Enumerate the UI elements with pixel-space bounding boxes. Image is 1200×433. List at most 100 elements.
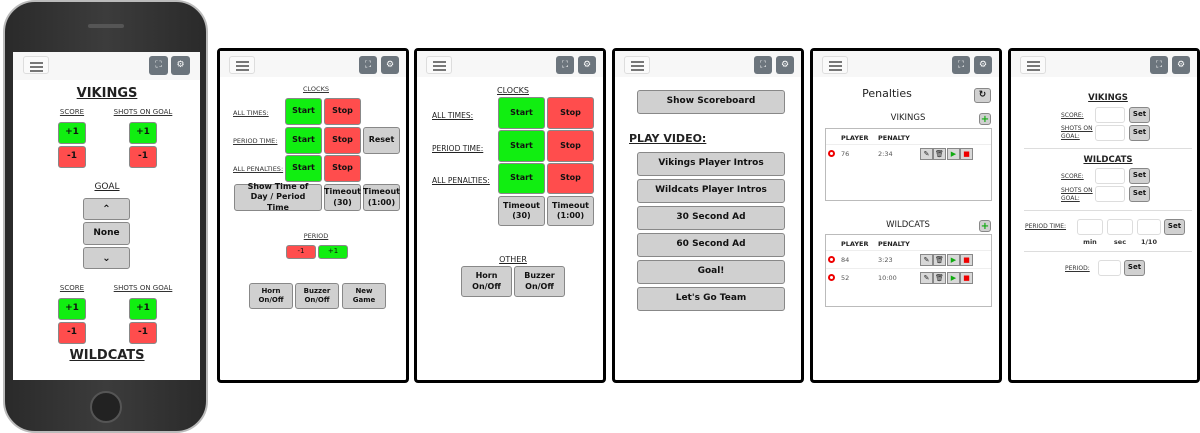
video-button-vikings-intros[interactable]: Vikings Player Intros <box>637 152 785 176</box>
new-game-button[interactable]: New Game <box>342 283 386 309</box>
period-start-button[interactable]: Start <box>285 127 322 154</box>
timeout-30-button[interactable]: Timeout (30) <box>324 184 361 211</box>
period-time-set-button[interactable]: Set <box>1164 219 1185 235</box>
penalties-stop-button[interactable]: Stop <box>324 155 361 182</box>
tenths-input[interactable] <box>1137 219 1161 235</box>
edit-icon[interactable]: ✎ <box>920 272 933 284</box>
timeout-100-button[interactable]: Timeout (1:00) <box>363 184 400 211</box>
stop-icon[interactable]: ■ <box>960 148 973 160</box>
add-penalty-wildcats-button[interactable]: + <box>979 220 991 232</box>
away-score-input[interactable] <box>1095 168 1125 184</box>
period-stop-button[interactable]: Stop <box>324 127 361 154</box>
play-icon[interactable]: ▶ <box>947 254 960 266</box>
period-reset-button[interactable]: Reset <box>363 127 400 154</box>
horn-button[interactable]: Horn On/Off <box>249 283 293 309</box>
period-start-button[interactable]: Start <box>498 130 545 162</box>
hamburger-icon[interactable] <box>624 56 650 74</box>
away-shots-set-button[interactable]: Set <box>1129 186 1150 202</box>
video-button-30s-ad[interactable]: 30 Second Ad <box>637 206 785 230</box>
fullscreen-icon[interactable]: ⛶ <box>359 56 377 74</box>
minutes-input[interactable] <box>1077 219 1103 235</box>
seconds-input[interactable] <box>1107 219 1133 235</box>
gear-icon[interactable]: ⚙ <box>1172 56 1190 74</box>
away-shots-plus-button[interactable]: +1 <box>129 298 157 320</box>
show-scoreboard-button[interactable]: Show Scoreboard <box>637 90 785 114</box>
trash-icon[interactable]: 🗑 <box>933 148 946 160</box>
home-score-minus-button[interactable]: -1 <box>58 146 86 168</box>
fullscreen-icon[interactable]: ⛶ <box>1150 56 1168 74</box>
hamburger-icon[interactable] <box>426 56 452 74</box>
stop-icon[interactable]: ■ <box>960 254 973 266</box>
fullscreen-icon[interactable]: ⛶ <box>952 56 970 74</box>
video-button-lets-go-team[interactable]: Let's Go Team <box>637 287 785 311</box>
gear-icon[interactable]: ⚙ <box>381 56 399 74</box>
col-player: PLAYER <box>841 240 869 248</box>
buzzer-button[interactable]: Buzzer On/Off <box>295 283 339 309</box>
away-score-plus-button[interactable]: +1 <box>58 298 86 320</box>
home-score-input[interactable] <box>1095 107 1125 123</box>
away-score-set-button[interactable]: Set <box>1129 168 1150 184</box>
play-icon[interactable]: ▶ <box>947 272 960 284</box>
home-shots-set-button[interactable]: Set <box>1129 125 1150 141</box>
all-times-stop-button[interactable]: Stop <box>324 98 361 125</box>
all-times-start-button[interactable]: Start <box>498 97 545 129</box>
hamburger-icon[interactable] <box>822 56 848 74</box>
player-number: 76 <box>841 150 850 158</box>
fullscreen-icon[interactable]: ⛶ <box>149 56 168 75</box>
goal-down-button[interactable]: ⌄ <box>83 247 130 269</box>
hamburger-icon[interactable] <box>1020 56 1046 74</box>
home-score-set-button[interactable]: Set <box>1129 107 1150 123</box>
trash-icon[interactable]: 🗑 <box>933 254 946 266</box>
add-penalty-vikings-button[interactable]: + <box>979 113 991 125</box>
show-time-button[interactable]: Show Time of Day / Period Time <box>234 182 322 212</box>
video-button-60s-ad[interactable]: 60 Second Ad <box>637 233 785 257</box>
stop-icon[interactable]: ■ <box>960 272 973 284</box>
play-icon[interactable]: ▶ <box>947 148 960 160</box>
period-input[interactable] <box>1098 260 1121 276</box>
fullscreen-icon[interactable]: ⛶ <box>556 56 574 74</box>
trash-icon[interactable]: 🗑 <box>933 272 946 284</box>
period-minus-button[interactable]: -1 <box>286 245 316 259</box>
gear-icon[interactable]: ⚙ <box>974 56 992 74</box>
goal-value[interactable]: None <box>83 222 130 245</box>
table-row: 52 10:00 ✎ 🗑 ▶ ■ <box>826 269 991 286</box>
home-shots-input[interactable] <box>1095 125 1125 141</box>
fullscreen-icon[interactable]: ⛶ <box>754 56 772 74</box>
gear-icon[interactable]: ⚙ <box>776 56 794 74</box>
all-times-label: ALL TIMES: <box>233 109 269 117</box>
period-plus-button[interactable]: +1 <box>318 245 348 259</box>
video-button-goal[interactable]: Goal! <box>637 260 785 284</box>
buzzer-button[interactable]: Buzzer On/Off <box>514 266 565 297</box>
penalties-stop-button[interactable]: Stop <box>547 163 594 194</box>
gear-icon[interactable]: ⚙ <box>171 56 190 75</box>
chevron-down-icon: ⌄ <box>102 252 111 264</box>
navbar: ⛶ ⚙ <box>220 51 406 77</box>
penalties-start-button[interactable]: Start <box>285 155 322 182</box>
all-times-start-button[interactable]: Start <box>285 98 322 125</box>
timeout-30-button[interactable]: Timeout (30) <box>498 196 545 226</box>
refresh-icon[interactable]: ↻ <box>974 88 991 103</box>
edit-icon[interactable]: ✎ <box>920 254 933 266</box>
away-shots-minus-button[interactable]: -1 <box>129 322 157 344</box>
away-score-minus-button[interactable]: -1 <box>58 322 86 344</box>
away-shots-input[interactable] <box>1095 186 1125 202</box>
edit-icon[interactable]: ✎ <box>920 148 933 160</box>
penalty-time: 2:34 <box>878 150 893 158</box>
hamburger-icon[interactable] <box>229 56 255 74</box>
period-set-button[interactable]: Set <box>1124 260 1145 276</box>
video-button-wildcats-intros[interactable]: Wildcats Player Intros <box>637 179 785 203</box>
gear-icon[interactable]: ⚙ <box>578 56 596 74</box>
home-score-plus-button[interactable]: +1 <box>58 122 86 144</box>
timeout-100-button[interactable]: Timeout (1:00) <box>547 196 594 226</box>
penalties-start-button[interactable]: Start <box>498 163 545 194</box>
hamburger-icon[interactable] <box>23 56 49 74</box>
col-player: PLAYER <box>841 134 869 142</box>
shots-label: SHOTS ON GOAL <box>113 284 173 292</box>
away-team-title: WILDCATS <box>69 348 145 363</box>
all-times-stop-button[interactable]: Stop <box>547 97 594 129</box>
horn-button[interactable]: Horn On/Off <box>461 266 512 297</box>
goal-up-button[interactable]: ⌃ <box>83 198 130 220</box>
period-stop-button[interactable]: Stop <box>547 130 594 162</box>
home-shots-plus-button[interactable]: +1 <box>129 122 157 144</box>
home-shots-minus-button[interactable]: -1 <box>129 146 157 168</box>
